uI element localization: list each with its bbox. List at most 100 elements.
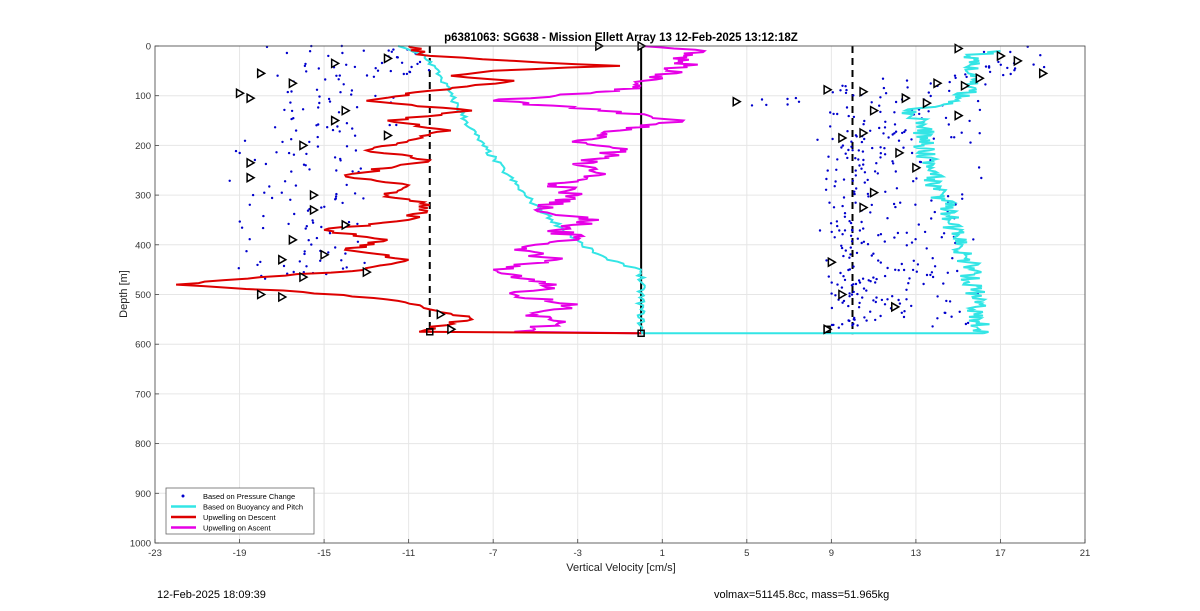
- pressure-change-point: [843, 229, 847, 232]
- pressure-change-point: [877, 234, 880, 237]
- pressure-change-point: [335, 74, 338, 78]
- pressure-change-point: [844, 91, 848, 95]
- pressure-change-point: [860, 140, 864, 144]
- pressure-change-point: [856, 292, 859, 296]
- pressure-change-point: [376, 69, 380, 72]
- pressure-change-point: [289, 198, 292, 201]
- pressure-change-point: [846, 130, 849, 133]
- pressure-change-point: [840, 244, 843, 247]
- pressure-change-point: [892, 162, 895, 165]
- pressure-change-point: [900, 311, 903, 314]
- pressure-change-point: [960, 131, 963, 134]
- pressure-change-point: [1006, 66, 1009, 70]
- pressure-change-point: [945, 299, 948, 303]
- marker-layer: [235, 40, 1049, 338]
- triangle-marker: [288, 234, 298, 246]
- pressure-change-point: [363, 261, 366, 265]
- pressure-change-point: [351, 170, 354, 173]
- pressure-change-point: [874, 300, 877, 304]
- triangle-marker: [299, 271, 309, 283]
- pressure-change-point: [341, 201, 344, 205]
- pressure-change-point: [848, 292, 851, 295]
- triangle-marker: [1038, 68, 1049, 79]
- pressure-change-point: [900, 262, 903, 266]
- pressure-change-point: [899, 201, 902, 204]
- pressure-change-point: [869, 211, 872, 214]
- legend-entry: Upwelling on Ascent: [203, 524, 271, 533]
- pressure-change-point: [832, 112, 835, 116]
- pressure-change-point: [841, 323, 844, 326]
- pressure-change-point: [897, 269, 900, 272]
- pressure-change-point: [852, 265, 855, 268]
- pressure-change-point: [345, 266, 348, 269]
- pressure-change-point: [878, 104, 881, 107]
- pressure-change-point: [851, 179, 854, 182]
- pressure-change-point: [862, 227, 865, 230]
- pressure-change-point: [833, 185, 836, 188]
- pressure-change-point: [835, 168, 838, 171]
- pressure-change-point: [344, 252, 347, 255]
- pressure-change-point: [961, 193, 964, 196]
- pressure-change-point: [858, 301, 861, 305]
- pressure-change-point: [286, 90, 289, 94]
- pressure-change-point: [846, 156, 849, 160]
- pressure-change-point: [863, 137, 866, 141]
- pressure-change-point: [863, 171, 867, 174]
- pressure-change-point: [345, 145, 349, 148]
- pressure-change-point: [877, 259, 880, 262]
- pressure-change-point: [848, 256, 851, 259]
- pressure-change-point: [907, 282, 910, 285]
- triangle-marker: [838, 289, 848, 300]
- pressure-change-point: [862, 158, 865, 162]
- pressure-change-point: [331, 128, 335, 132]
- pressure-change-point: [870, 101, 873, 104]
- pressure-change-point: [914, 203, 917, 206]
- pressure-change-point: [905, 298, 908, 301]
- pressure-change-point: [869, 310, 872, 313]
- pressure-change-point: [881, 77, 885, 80]
- pressure-change-point: [849, 221, 853, 225]
- triangle-marker: [827, 256, 837, 268]
- pressure-change-point: [301, 108, 305, 111]
- pressure-change-point: [893, 123, 897, 126]
- pressure-change-point: [308, 168, 311, 171]
- pressure-change-point: [918, 112, 921, 116]
- pressure-change-point: [281, 140, 284, 144]
- pressure-change-point: [849, 253, 852, 256]
- pressure-change-point: [883, 153, 887, 156]
- pressure-change-point: [848, 295, 851, 298]
- pressure-change-point: [1009, 72, 1012, 76]
- pressure-change-point: [839, 271, 842, 275]
- pressure-change-point: [294, 129, 298, 132]
- pressure-change-point: [925, 273, 929, 277]
- pressure-change-point: [1009, 50, 1012, 54]
- pressure-change-point: [862, 287, 866, 290]
- pressure-change-point: [834, 180, 837, 183]
- pressure-change-point: [966, 321, 970, 325]
- pressure-change-point: [402, 72, 405, 76]
- pressure-change-point: [872, 276, 875, 279]
- pressure-change-point: [289, 101, 292, 104]
- pressure-change-point: [830, 306, 834, 310]
- x-tick-label: 13: [911, 548, 922, 559]
- triangle-marker: [320, 249, 330, 261]
- pressure-change-point: [389, 69, 392, 73]
- pressure-change-point: [387, 49, 390, 52]
- pressure-change-point: [317, 106, 320, 109]
- pressure-change-point: [869, 280, 872, 283]
- pressure-change-point: [910, 138, 913, 141]
- pressure-change-point: [891, 133, 894, 136]
- pressure-change-point: [290, 170, 293, 173]
- pressure-change-point: [901, 131, 904, 135]
- pressure-change-point: [879, 96, 882, 99]
- pressure-change-point: [835, 220, 839, 223]
- upwelling-ascent-line: [492, 45, 707, 335]
- pressure-change-point: [1002, 73, 1005, 77]
- pressure-change-point: [896, 231, 900, 235]
- pressure-change-point: [845, 88, 848, 92]
- pressure-change-point: [980, 176, 983, 180]
- triangle-marker: [960, 80, 971, 92]
- pressure-change-point: [879, 314, 882, 318]
- pressure-change-point: [276, 74, 279, 77]
- pressure-change-point: [841, 144, 845, 147]
